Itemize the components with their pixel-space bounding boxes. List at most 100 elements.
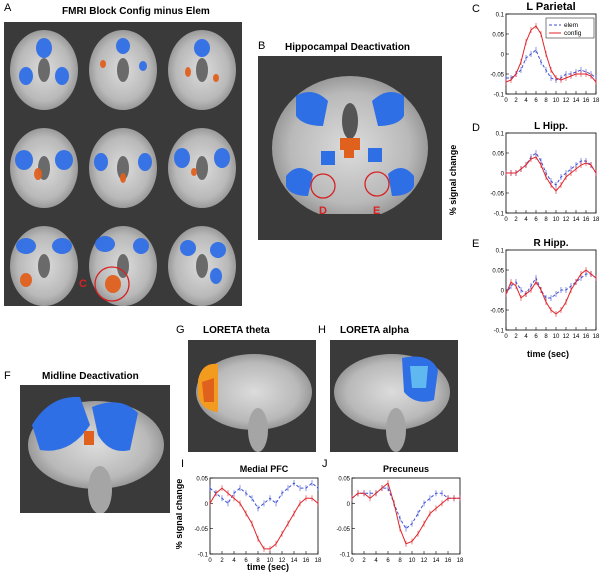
series-line-config-J	[351, 482, 460, 545]
ytick-label: -0.1	[494, 93, 505, 99]
axial-slice	[89, 226, 157, 306]
xtick-label: 0	[208, 558, 212, 564]
axial-slice	[10, 30, 78, 110]
xtick-label: 6	[244, 558, 248, 564]
xtick-label: 6	[386, 558, 390, 564]
xtick-label: 12	[421, 558, 428, 564]
axial-slice	[168, 226, 236, 306]
ytick-label: -0.1	[198, 553, 209, 559]
chart-frame-E	[505, 249, 597, 331]
xtick-label: 18	[315, 558, 322, 564]
axial-slice	[168, 30, 236, 110]
ytick-label: 0.1	[496, 249, 505, 255]
axial-slice	[10, 226, 78, 306]
xtick-label: 12	[279, 558, 286, 564]
ytick-label: 0.05	[492, 33, 504, 39]
xtick-label: 4	[524, 217, 528, 223]
chart-title-D: L Hipp.	[534, 121, 568, 132]
axial-slice	[89, 30, 157, 110]
panel-i-letter: I	[181, 458, 185, 470]
legend-elem: elem	[564, 22, 578, 29]
xtick-label: 14	[573, 334, 580, 340]
xtick-label: 0	[504, 217, 508, 223]
xtick-label: 18	[593, 334, 600, 340]
ytick-label: 0.05	[492, 152, 504, 158]
roi-label-d: D	[319, 205, 327, 217]
ytick-label: -0.05	[490, 192, 504, 198]
chart-frame-D	[505, 132, 597, 214]
xtick-label: 10	[553, 98, 560, 104]
panel-j-letter: J	[322, 458, 328, 470]
ytick-label: 0.05	[338, 477, 350, 483]
xtick-label: 2	[514, 98, 518, 104]
right-xlabel: time (sec)	[527, 349, 569, 359]
chart-title-I: Medial PFC	[240, 464, 289, 474]
panel-h-image	[330, 340, 458, 452]
xtick-label: 0	[504, 334, 508, 340]
ytick-label: 0	[501, 289, 505, 295]
ytick-label: -0.1	[494, 329, 505, 335]
panel-b-image	[258, 56, 442, 240]
panel-b-letter: B	[258, 40, 266, 52]
panel-f-letter: F	[4, 370, 11, 382]
xtick-label: 2	[220, 558, 224, 564]
axial-slice	[10, 128, 78, 208]
xtick-label: 16	[583, 98, 590, 104]
xtick-label: 10	[553, 334, 560, 340]
chart-frame-J	[351, 477, 461, 555]
ytick-label: -0.05	[336, 527, 350, 533]
chart-frame-I	[209, 477, 319, 555]
chart-title-E: R Hipp.	[534, 238, 569, 249]
ytick-label: -0.1	[494, 212, 505, 218]
xtick-label: 14	[291, 558, 298, 564]
xtick-label: 18	[593, 98, 600, 104]
panel-a-letter: A	[4, 2, 12, 14]
xtick-label: 12	[563, 334, 570, 340]
axial-slices	[10, 30, 236, 306]
series-line-elem-J	[351, 487, 460, 530]
roi-circle-c	[94, 266, 130, 302]
panel-a-title: FMRI Block Config minus Elem	[62, 6, 210, 17]
series-line-config-I	[209, 487, 319, 550]
legend-config: config	[564, 30, 582, 37]
xtick-label: 8	[544, 98, 548, 104]
xtick-label: 2	[362, 558, 366, 564]
xtick-label: 2	[514, 334, 518, 340]
right-charts: % signal change time (sec) L Parietal 0.1…	[448, 1, 600, 359]
xtick-label: 8	[544, 334, 548, 340]
xtick-label: 4	[374, 558, 378, 564]
xtick-label: 4	[524, 334, 528, 340]
xtick-label: 4	[232, 558, 236, 564]
xtick-label: 8	[544, 217, 548, 223]
xtick-label: 8	[398, 558, 402, 564]
ytick-label: 0	[501, 172, 505, 178]
panel-g-title: LORETA theta	[203, 325, 270, 336]
xtick-label: 0	[350, 558, 354, 564]
panel-c-letter: C	[472, 3, 480, 15]
panel-h-title: LORETA alpha	[340, 325, 409, 336]
xtick-label: 6	[534, 334, 538, 340]
xtick-label: 14	[573, 98, 580, 104]
xtick-label: 16	[583, 217, 590, 223]
xtick-label: 10	[409, 558, 416, 564]
panel-b-title: Hippocampal Deactivation	[285, 42, 411, 53]
xtick-label: 14	[433, 558, 440, 564]
panel-d-letter: D	[472, 122, 480, 134]
ytick-label: 0	[501, 53, 505, 59]
bottom-xlabel: time (sec)	[247, 562, 289, 572]
xtick-label: 16	[303, 558, 310, 564]
ytick-label: -0.05	[490, 73, 504, 79]
xtick-label: 12	[563, 217, 570, 223]
xtick-label: 16	[583, 334, 590, 340]
xtick-label: 10	[553, 217, 560, 223]
panel-h-letter: H	[318, 324, 326, 336]
ytick-label: 0.05	[492, 269, 504, 275]
panel-e-letter: E	[472, 238, 480, 250]
ytick-label: 0	[347, 502, 351, 508]
xtick-label: 0	[504, 98, 508, 104]
panel-a-image	[4, 22, 242, 306]
chart-title-J: Precuneus	[383, 464, 429, 474]
xtick-label: 18	[593, 217, 600, 223]
ytick-label: 0	[205, 502, 209, 508]
